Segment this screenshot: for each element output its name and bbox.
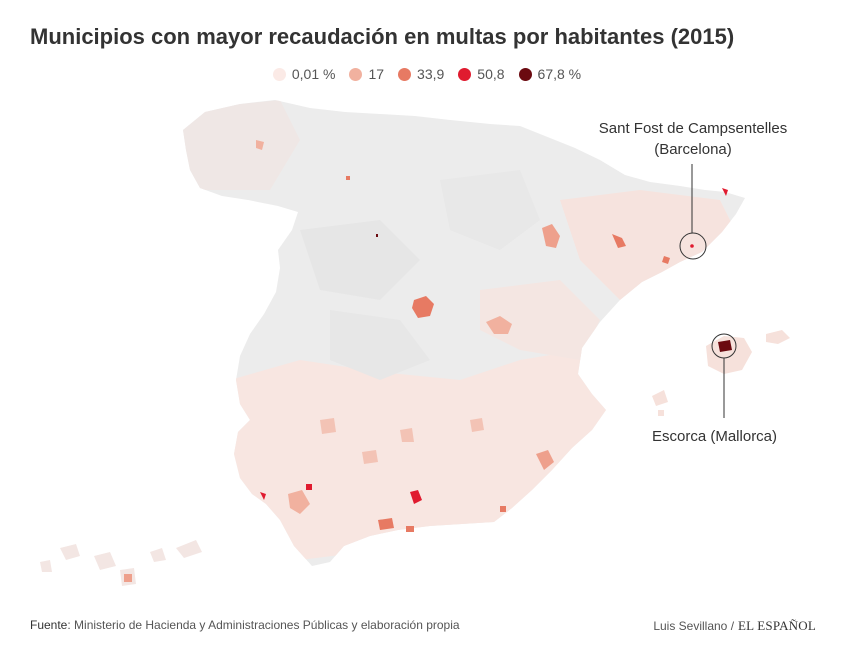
source-label: Fuente — [30, 618, 68, 632]
legend-label-4: 50,8 — [477, 66, 505, 82]
legend-item-1: 0,01 % — [272, 66, 336, 82]
author-credit: Luis Sevillano / — [653, 619, 735, 633]
canary-islands — [40, 540, 202, 586]
legend-label-1: 0,01 % — [291, 66, 336, 82]
legend-swatch-4 — [458, 67, 472, 81]
sant-fost-annotation: Sant Fost de Campsentelles (Barcelona) — [588, 118, 798, 160]
formentera — [658, 410, 664, 416]
legend-swatch-1 — [272, 67, 286, 81]
light-regions — [183, 100, 740, 560]
menorca — [766, 330, 790, 344]
source-text: : Ministerio de Hacienda y Administracio… — [67, 618, 460, 632]
legend-label-2: 17 — [368, 66, 385, 82]
sant-fost-marker — [690, 244, 694, 248]
ibiza — [652, 390, 668, 406]
footer-source: Fuente: Ministerio de Hacienda y Adminis… — [30, 618, 460, 632]
legend-item-5: 67,8 % — [518, 66, 582, 82]
footer-credit: Luis Sevillano / EL ESPAÑOL — [653, 618, 816, 634]
legend-item-3: 33,9 — [398, 66, 444, 82]
legend-swatch-3 — [398, 67, 412, 81]
legend: 0,01 % 17 33,9 50,8 67,8 % — [0, 66, 854, 82]
municipality-highlights — [256, 140, 728, 532]
balearic-islands — [652, 330, 790, 416]
legend-label-3: 33,9 — [417, 66, 445, 82]
legend-swatch-2 — [349, 67, 363, 81]
sant-fost-province: (Barcelona) — [654, 141, 732, 158]
legend-item-4: 50,8 — [458, 66, 505, 82]
sant-fost-name: Sant Fost de Campsentelles — [598, 120, 788, 137]
legend-swatch-5 — [518, 67, 532, 81]
legend-label-5: 67,8 % — [537, 66, 582, 82]
mallorca — [706, 336, 752, 374]
escorca-annotation: Escorca (Mallorca) — [652, 428, 778, 445]
escorca-municipality — [718, 340, 732, 352]
legend-item-2: 17 — [349, 66, 384, 82]
publisher-logo: EL ESPAÑOL — [738, 618, 816, 633]
map-title: Municipios con mayor recaudación en mult… — [30, 24, 735, 49]
sant-fost-highlight-circle — [679, 232, 707, 260]
